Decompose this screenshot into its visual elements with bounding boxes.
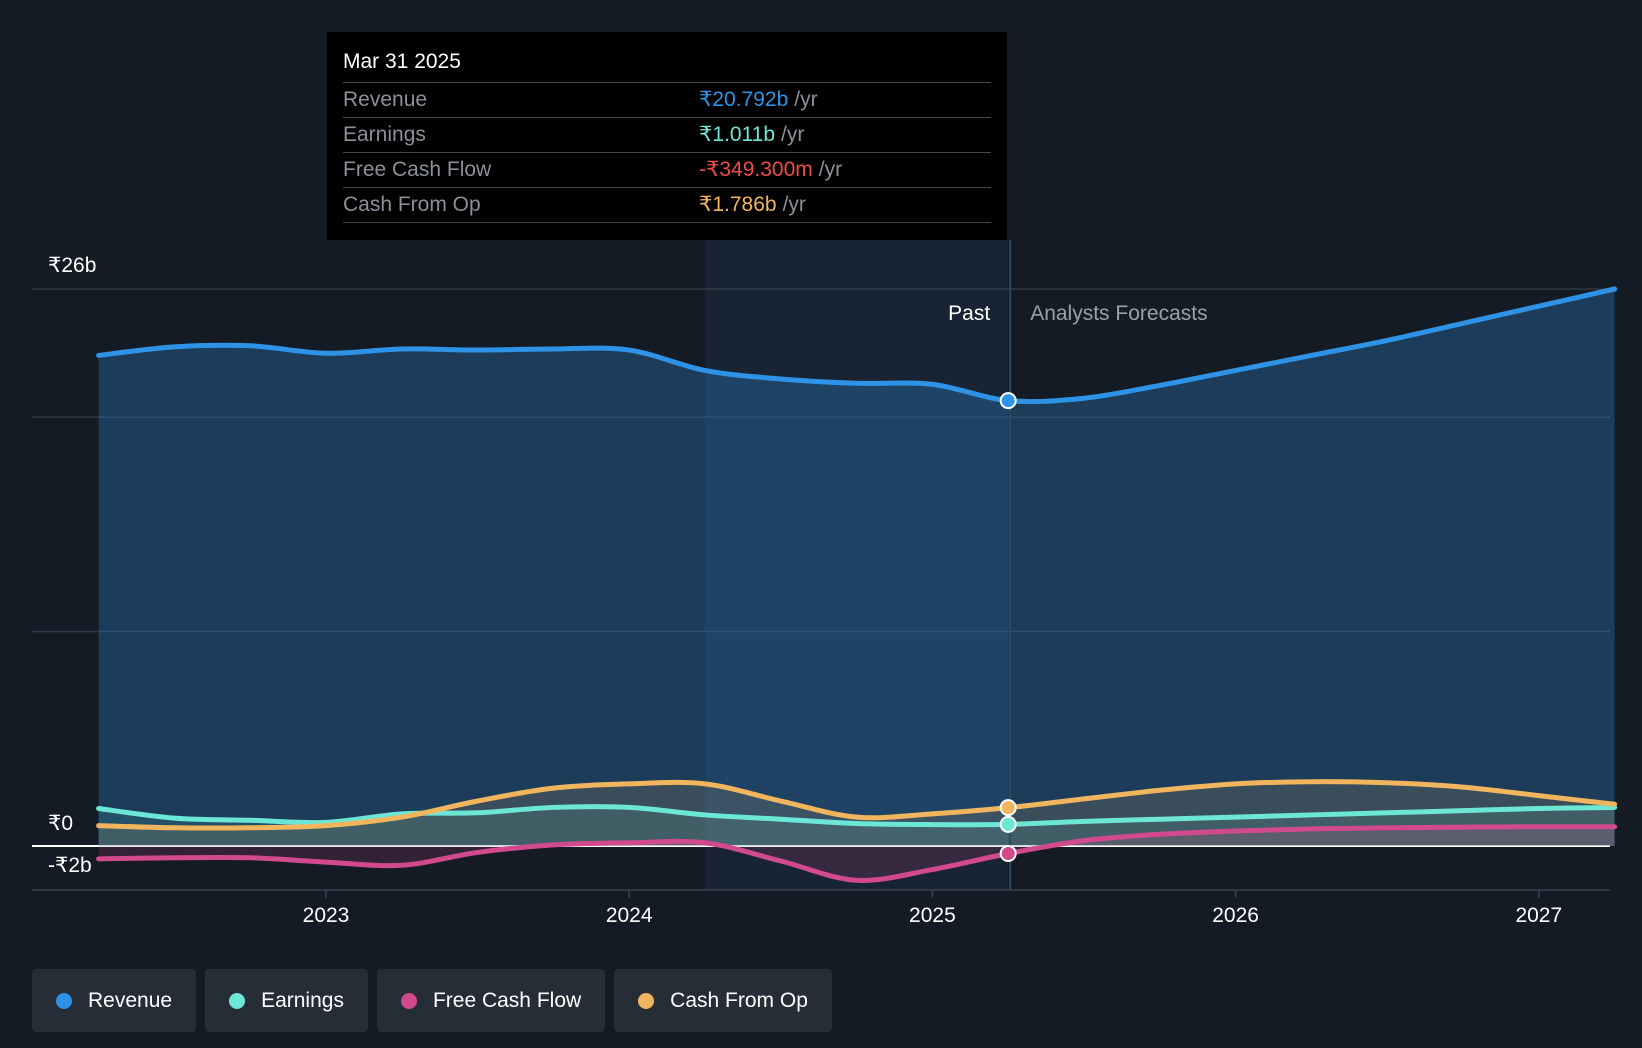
free-cash-flow-dot-icon xyxy=(400,992,417,1009)
tooltip-row-revenue: Revenue ₹20.792b/yr xyxy=(343,82,991,117)
series-markers xyxy=(999,392,1017,862)
tooltip-row-label: Free Cash Flow xyxy=(343,158,492,181)
forecast-label: Analysts Forecasts xyxy=(1030,302,1207,325)
gridlines xyxy=(32,288,1610,891)
y-tick-label-top: ₹26b xyxy=(48,254,96,277)
free-cash-flow-marker xyxy=(999,844,1017,862)
series-lines xyxy=(96,286,1618,883)
data-tooltip: Mar 31 2025 Revenue ₹20.792b/yr Earnings ₹1… xyxy=(327,32,1007,240)
x-tick-label: 2027 xyxy=(1515,904,1562,927)
earnings-area xyxy=(98,806,1615,846)
revenue-marker xyxy=(999,392,1017,410)
tooltip-row-unit: /yr xyxy=(781,123,805,146)
tooltip-row-label: Earnings xyxy=(343,123,426,146)
tooltip-row-label: Cash From Op xyxy=(343,193,481,216)
legend: Revenue Earnings Free Cash Flow Cash Fro… xyxy=(32,969,832,1032)
earnings-marker xyxy=(999,815,1017,833)
legend-label: Cash From Op xyxy=(670,988,808,1012)
x-axis-ticks: 2023 2024 2025 2026 2027 xyxy=(303,890,1562,927)
y-tick-label-bottom: -₹2b xyxy=(48,854,92,877)
tooltip-row-earnings: Earnings ₹1.011b/yr xyxy=(343,117,991,152)
past-label: Past xyxy=(948,302,990,325)
cash-from-op-line xyxy=(96,779,1618,831)
free-cash-flow-line xyxy=(96,824,1618,883)
legend-item-revenue[interactable]: Revenue xyxy=(32,969,197,1032)
legend-item-cash-from-op[interactable]: Cash From Op xyxy=(614,969,832,1032)
x-tick-label: 2023 xyxy=(303,904,350,927)
tooltip-row-value: ₹1.786b xyxy=(699,193,777,216)
free-cash-flow-area xyxy=(98,826,1615,881)
tooltip-row-value: -₹349.300m xyxy=(699,158,813,181)
tooltip-row-value: ₹1.011b xyxy=(699,123,776,146)
tooltip-row-label: Revenue xyxy=(343,88,428,111)
revenue-line xyxy=(96,286,1618,405)
earnings-dot-icon xyxy=(229,992,246,1009)
past-highlight-band xyxy=(705,240,1009,890)
legend-label: Earnings xyxy=(261,988,344,1012)
tooltip-row-value: ₹20.792b xyxy=(699,88,789,111)
x-tick-label: 2024 xyxy=(606,904,653,927)
y-tick-label-zero: ₹0 xyxy=(48,812,73,835)
cash-from-op-dot-icon xyxy=(638,992,655,1009)
x-tick-label: 2025 xyxy=(909,904,956,927)
tooltip-row-unit: /yr xyxy=(782,193,806,216)
tooltip-date: Mar 31 2025 xyxy=(343,50,461,73)
revenue-area xyxy=(98,289,1615,846)
tooltip-row-unit: /yr xyxy=(818,158,843,181)
earnings-line xyxy=(96,804,1618,828)
tooltip-row-cash-from-op: Cash From Op ₹1.786b/yr xyxy=(343,187,991,223)
tooltip-row-free-cash-flow: Free Cash Flow -₹349.300m/yr xyxy=(343,152,991,187)
legend-label: Free Cash Flow xyxy=(432,988,582,1012)
cash-from-op-marker xyxy=(999,799,1017,817)
legend-item-earnings[interactable]: Earnings xyxy=(205,969,368,1032)
legend-label: Revenue xyxy=(88,988,173,1012)
x-tick-label: 2026 xyxy=(1212,904,1259,927)
tooltip-row-unit: /yr xyxy=(794,88,818,111)
legend-item-free-cash-flow[interactable]: Free Cash Flow xyxy=(376,969,606,1032)
revenue-dot-icon xyxy=(56,992,72,1009)
